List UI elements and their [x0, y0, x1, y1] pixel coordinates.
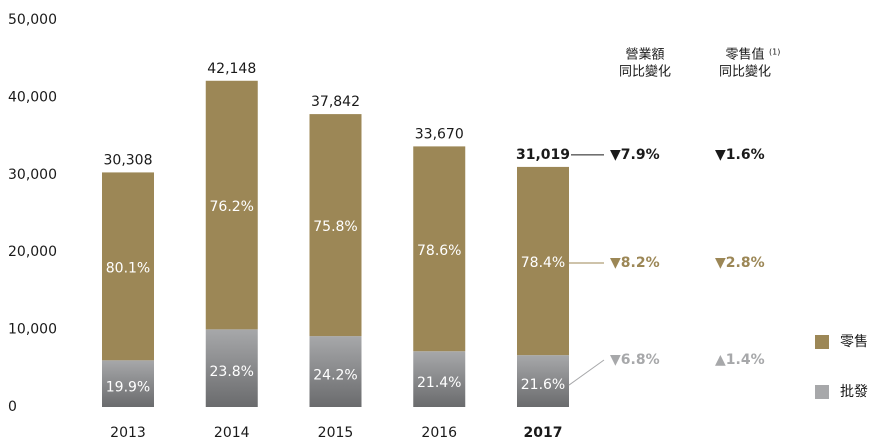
y-tick-label: 40,000: [8, 89, 57, 105]
total-label: 42,148: [207, 61, 256, 77]
header-note: (1): [769, 48, 780, 57]
segment-label: 21.6%: [521, 377, 565, 393]
bar-segment: [102, 172, 154, 361]
bar-segment: [205, 329, 258, 407]
column-header: 營業額: [625, 47, 664, 63]
segment-label: 78.4%: [521, 255, 565, 271]
y-tick-label: 20,000: [8, 244, 57, 260]
total-label: 33,670: [415, 126, 464, 142]
total-label: 37,842: [311, 94, 360, 110]
legend-label: 批發: [840, 384, 868, 400]
change-value: ▼7.9%: [610, 147, 660, 163]
x-tick-label: 2014: [214, 425, 250, 441]
legend-swatch: [815, 385, 829, 399]
change-value: ▲1.4%: [715, 352, 765, 368]
legend-label: 零售: [840, 334, 868, 350]
segment-label: 23.8%: [210, 364, 254, 380]
y-tick-label: 50,000: [8, 12, 57, 28]
change-value: ▼8.2%: [610, 255, 660, 271]
segment-label: 75.8%: [313, 219, 357, 235]
segment-label: 78.6%: [417, 243, 461, 259]
segment-label: 76.2%: [210, 199, 254, 215]
bar-segment: [102, 360, 154, 407]
x-tick-label: 2013: [110, 425, 146, 441]
bar-segment: [205, 80, 258, 330]
total-label: 31,019: [516, 147, 570, 163]
change-value: ▼6.8%: [610, 352, 660, 368]
y-tick-label: 30,000: [8, 167, 57, 183]
column-header: 零售值: [725, 47, 764, 63]
segment-label: 21.4%: [417, 375, 461, 391]
change-value: ▼1.6%: [715, 147, 765, 163]
bar-segment: [517, 355, 569, 407]
connector: [568, 359, 605, 386]
bar-segment: [517, 166, 569, 356]
x-tick-label: 2016: [421, 425, 457, 441]
column-header: 同比變化: [719, 64, 771, 80]
bar-segment: [413, 351, 466, 407]
change-value: ▼2.8%: [715, 255, 765, 271]
legend-swatch: [815, 335, 829, 349]
x-tick-label: 2015: [318, 425, 354, 441]
x-tick-label: 2017: [524, 425, 563, 441]
bar-segment: [413, 146, 466, 352]
bar-segment: [309, 336, 362, 407]
total-label: 30,308: [104, 152, 153, 168]
segment-label: 19.9%: [106, 380, 150, 396]
bar-segment: [309, 114, 362, 337]
y-tick-label: 10,000: [8, 322, 57, 338]
y-tick-label: 0: [8, 399, 17, 415]
column-header: 同比變化: [619, 64, 671, 80]
segment-label: 24.2%: [313, 368, 357, 384]
segment-label: 80.1%: [106, 260, 150, 276]
